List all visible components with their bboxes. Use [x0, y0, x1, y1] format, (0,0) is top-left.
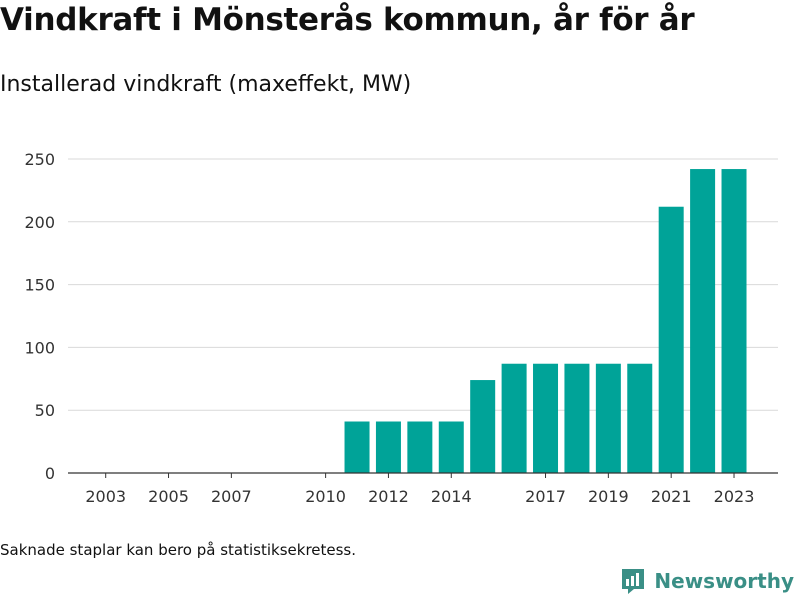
bar-2020 — [627, 363, 653, 473]
x-tick-label: 2007 — [211, 487, 252, 506]
bar-2023 — [721, 169, 747, 473]
bar-2011 — [344, 421, 370, 473]
bar-2015 — [470, 380, 496, 473]
x-tick-label: 2003 — [85, 487, 126, 506]
x-tick-label: 2010 — [305, 487, 346, 506]
chart-title: Vindkraft i Mönsterås kommun, år för år — [0, 2, 695, 38]
x-tick-label: 2019 — [588, 487, 629, 506]
bar-2021 — [658, 206, 684, 473]
y-tick-label: 150 — [24, 276, 55, 295]
x-tick-label: 2005 — [148, 487, 189, 506]
bar-2018 — [564, 363, 590, 473]
brand-logo: Newsworthy — [620, 567, 794, 595]
y-tick-label: 250 — [24, 150, 55, 169]
x-tick-label: 2023 — [714, 487, 755, 506]
bar-2012 — [375, 421, 401, 473]
y-tick-label: 200 — [24, 213, 55, 232]
newsworthy-logo-icon — [622, 569, 645, 594]
y-tick-label: 50 — [35, 401, 55, 420]
bars — [344, 169, 747, 473]
chart-subtitle: Installerad vindkraft (maxeffekt, MW) — [0, 72, 412, 97]
bar-2019 — [595, 363, 621, 473]
y-tick-label: 100 — [24, 338, 55, 357]
x-tick-label: 2017 — [525, 487, 566, 506]
bar-2016 — [501, 363, 527, 473]
x-tick-label: 2021 — [651, 487, 692, 506]
x-tick-label: 2014 — [431, 487, 472, 506]
brand-name: Newsworthy — [654, 569, 794, 593]
footnote: Saknade staplar kan bero på statistiksek… — [0, 541, 357, 559]
bar-2014 — [438, 421, 464, 473]
y-tick-label: 0 — [45, 464, 55, 483]
bar-2013 — [407, 421, 433, 473]
bar-chart: 0 50 100 150 200 250 2003 2005 2007 2010 2012 2014 2… — [24, 150, 778, 506]
bar-2022 — [690, 169, 716, 473]
x-tick-label: 2012 — [368, 487, 409, 506]
axes: 0 50 100 150 200 250 2003 2005 2007 2010 2012 2014 2… — [24, 150, 778, 506]
bar-2017 — [533, 363, 559, 473]
